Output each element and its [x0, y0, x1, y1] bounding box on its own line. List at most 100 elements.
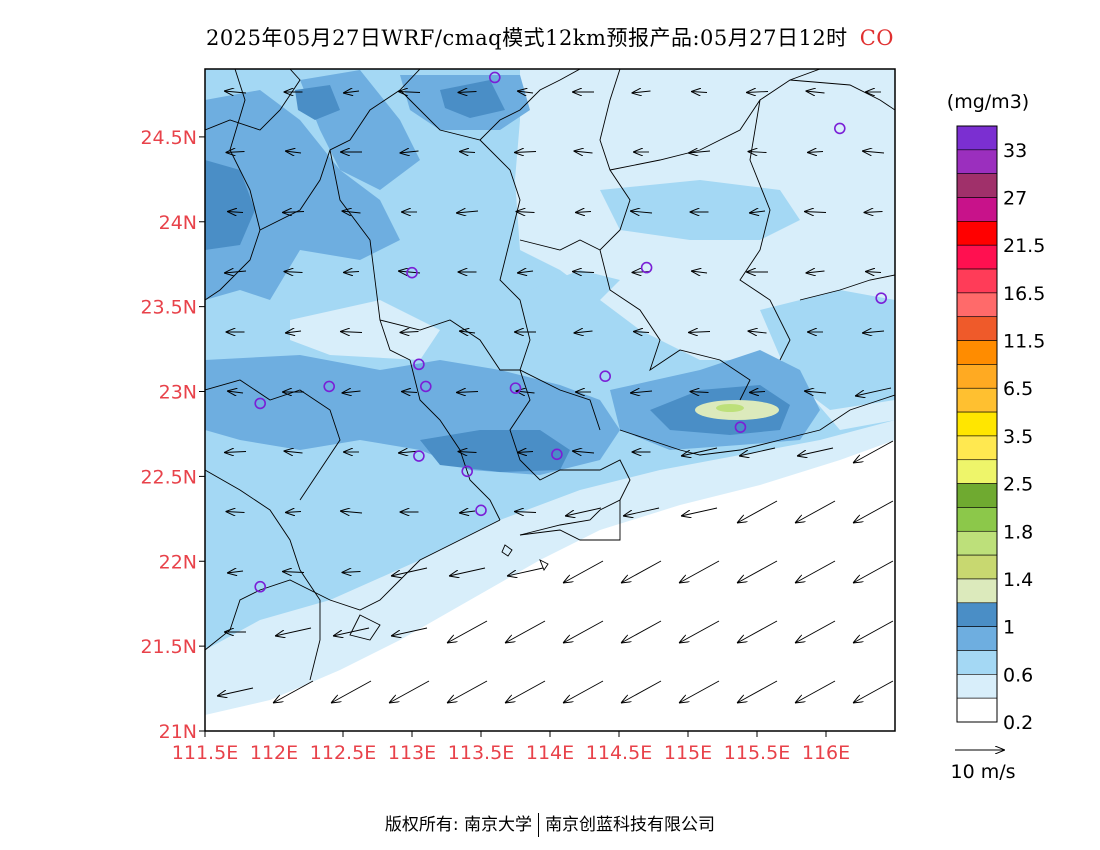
lat-tick-label: 22.5N [140, 466, 197, 488]
colorbar-swatch [956, 316, 998, 341]
colorbar-label: 27 [1003, 188, 1027, 210]
colorbar-swatch [956, 697, 998, 723]
wind-arrow [343, 272, 360, 273]
wind-arrow [391, 567, 428, 576]
lat-tick-label: 22N [159, 551, 197, 573]
lat-tick-label: 21N [159, 721, 197, 743]
wind-arrow [331, 680, 372, 703]
wind-arrow [224, 452, 247, 453]
boundary-line [519, 500, 621, 541]
wind-arrow [447, 620, 488, 643]
wind-arrow [865, 272, 882, 273]
wind-arrow [456, 211, 479, 213]
wind-arrow [737, 620, 778, 643]
colorbar-label: 0.6 [1003, 664, 1033, 686]
lon-tick-label: 115E [664, 742, 712, 764]
colorbar-label: 1.4 [1003, 569, 1033, 591]
wind-arrow [688, 151, 711, 153]
wind-arrow [804, 391, 827, 393]
title-species: CO [859, 26, 894, 50]
colorbar-swatch [956, 149, 998, 174]
lon-tick-label: 115.5E [724, 742, 790, 764]
wind-arrow [282, 212, 305, 213]
field-open-sea [205, 440, 895, 731]
wind-arrow [517, 452, 534, 453]
wind-arrow [507, 567, 544, 576]
wind-arrow [691, 271, 708, 273]
wind-arrow [459, 152, 476, 153]
station-marker [551, 448, 563, 461]
boundary-line [205, 69, 261, 301]
colorbar-swatch [956, 340, 998, 365]
wind-arrow [853, 500, 894, 523]
wind-arrow [690, 392, 709, 393]
colorbar-label: 0.2 [1003, 712, 1033, 734]
title-main: 2025年05月27日WRF/cmaq模式12km预报产品:05月27日12时 [206, 26, 848, 50]
colorbar-swatch [956, 507, 998, 532]
wind-arrow [224, 91, 247, 93]
wind-arrow [621, 620, 662, 643]
lat-tick-label: 24.5N [140, 127, 197, 149]
wind-arrow [748, 331, 767, 333]
wind-arrow [748, 152, 767, 153]
wind-arrow [679, 620, 720, 643]
wind-arrow [853, 680, 894, 703]
wind-arrow [804, 212, 827, 213]
wind-arrow [227, 571, 244, 573]
station-marker [461, 465, 474, 478]
colorbar-swatch [956, 268, 998, 294]
wind-arrow [401, 392, 418, 393]
station-marker [413, 358, 425, 371]
wind-arrow [226, 152, 245, 153]
boundary-line [379, 319, 601, 431]
footer-separator [538, 813, 540, 837]
wind-arrow [795, 500, 836, 523]
wind-arrow [630, 211, 653, 213]
wind-arrow [574, 331, 593, 333]
wind-arrow [630, 391, 653, 393]
wind-arrow [340, 511, 363, 513]
wind-arrow [737, 500, 778, 523]
colorbar-swatch [956, 435, 998, 461]
wind-arrow [275, 627, 312, 636]
wind-arrow [400, 151, 419, 153]
wind-arrow [389, 680, 430, 703]
boundary-line [329, 149, 411, 361]
colorbar-swatch [956, 387, 998, 413]
wind-arrow [284, 272, 303, 273]
boundary-line [399, 69, 581, 141]
colorbar-swatch [956, 650, 998, 675]
wind-arrow [227, 212, 244, 213]
boundary-line [205, 469, 321, 681]
colorbar-swatch [956, 221, 998, 246]
wind-arrow [621, 680, 662, 703]
colorbar-swatch [956, 554, 998, 580]
colorbar-label: 2.5 [1003, 474, 1033, 496]
wind-arrow [853, 560, 894, 583]
station-marker [599, 370, 612, 383]
lon-tick-label: 113E [388, 742, 436, 764]
wind-arrow [459, 511, 476, 513]
wind-arrow [563, 620, 604, 643]
wind-arrow [572, 451, 595, 453]
wind-arrow [681, 447, 718, 456]
wind-arrow [398, 92, 421, 93]
wind-arrow [853, 440, 894, 463]
colorbar: (mg/m3) 33 27 21.5 16.5 11.5 6.5 3.5 2.5 1.8 1.4 1… [947, 91, 1046, 734]
wind-arrow [514, 512, 537, 513]
station-marker [734, 421, 747, 433]
station-marker [406, 266, 418, 279]
lat-tick-label: 23N [159, 382, 197, 404]
wind-arrow [795, 680, 836, 703]
boundary-line [509, 369, 631, 536]
boundary-line [205, 379, 341, 501]
wind-arrow [623, 507, 660, 516]
wind-arrow [679, 560, 720, 583]
wind-arrow [807, 152, 824, 153]
lon-tick-label: 111.5E [172, 742, 238, 764]
colorbar-label: 33 [1003, 140, 1027, 162]
coastline [619, 394, 895, 456]
colorbar-label: 3.5 [1003, 426, 1033, 448]
lon-tick-label: 112E [250, 742, 298, 764]
wind-arrow [458, 452, 477, 453]
